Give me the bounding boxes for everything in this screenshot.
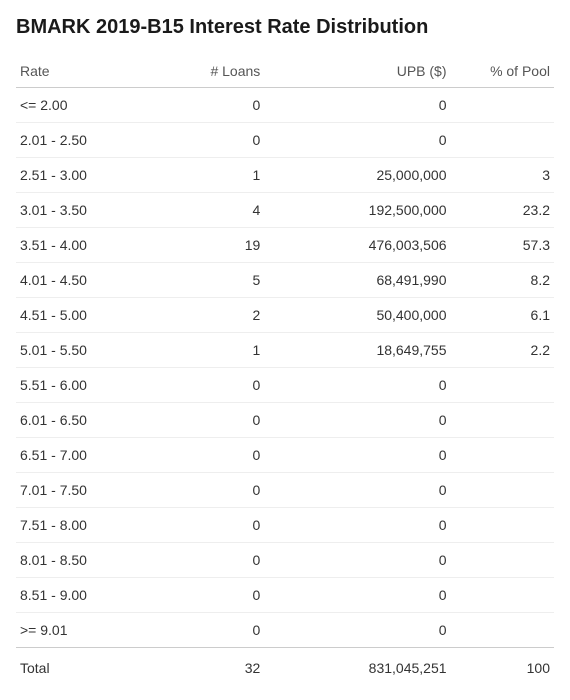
cell-upb: 0 [264, 578, 450, 613]
cell-upb: 68,491,990 [264, 263, 450, 298]
cell-upb: 0 [264, 403, 450, 438]
table-row: 7.01 - 7.5000 [16, 473, 554, 508]
table-row: 7.51 - 8.0000 [16, 508, 554, 543]
table-header-row: Rate # Loans UPB ($) % of Pool [16, 55, 554, 88]
cell-rate: 5.01 - 5.50 [16, 333, 130, 368]
cell-upb: 0 [264, 123, 450, 158]
cell-loans: 4 [130, 193, 265, 228]
cell-upb: 0 [264, 508, 450, 543]
table-row: 2.51 - 3.00125,000,0003 [16, 158, 554, 193]
cell-pct [451, 123, 554, 158]
cell-rate: 7.01 - 7.50 [16, 473, 130, 508]
page-title: BMARK 2019-B15 Interest Rate Distributio… [16, 16, 554, 39]
cell-upb: 0 [264, 473, 450, 508]
cell-pct [451, 368, 554, 403]
table-row: 6.51 - 7.0000 [16, 438, 554, 473]
cell-upb: 0 [264, 88, 450, 123]
cell-loans: 1 [130, 158, 265, 193]
cell-upb: 0 [264, 368, 450, 403]
cell-rate: 2.01 - 2.50 [16, 123, 130, 158]
cell-rate: 5.51 - 6.00 [16, 368, 130, 403]
total-upb: 831,045,251 [264, 648, 450, 685]
cell-rate: 8.51 - 9.00 [16, 578, 130, 613]
cell-rate: 2.51 - 3.00 [16, 158, 130, 193]
col-header-rate: Rate [16, 55, 130, 88]
cell-upb: 25,000,000 [264, 158, 450, 193]
cell-upb: 0 [264, 438, 450, 473]
cell-loans: 0 [130, 88, 265, 123]
cell-pct [451, 613, 554, 648]
table-row: 8.01 - 8.5000 [16, 543, 554, 578]
table-row: 3.01 - 3.504192,500,00023.2 [16, 193, 554, 228]
cell-loans: 5 [130, 263, 265, 298]
cell-pct: 2.2 [451, 333, 554, 368]
cell-pct [451, 508, 554, 543]
cell-upb: 0 [264, 543, 450, 578]
cell-loans: 0 [130, 123, 265, 158]
cell-pct: 3 [451, 158, 554, 193]
cell-rate: 6.51 - 7.00 [16, 438, 130, 473]
table-row: <= 2.0000 [16, 88, 554, 123]
cell-pct: 23.2 [451, 193, 554, 228]
rate-distribution-table: Rate # Loans UPB ($) % of Pool <= 2.0000… [16, 55, 554, 684]
cell-pct: 8.2 [451, 263, 554, 298]
cell-rate: 4.51 - 5.00 [16, 298, 130, 333]
cell-rate: 6.01 - 6.50 [16, 403, 130, 438]
cell-rate: <= 2.00 [16, 88, 130, 123]
cell-loans: 0 [130, 613, 265, 648]
table-row: 5.51 - 6.0000 [16, 368, 554, 403]
total-label: Total [16, 648, 130, 685]
cell-pct [451, 438, 554, 473]
table-row: 4.51 - 5.00250,400,0006.1 [16, 298, 554, 333]
cell-loans: 1 [130, 333, 265, 368]
cell-loans: 0 [130, 403, 265, 438]
cell-rate: 3.01 - 3.50 [16, 193, 130, 228]
total-pct: 100 [451, 648, 554, 685]
cell-pct [451, 473, 554, 508]
table-row: 3.51 - 4.0019476,003,50657.3 [16, 228, 554, 263]
cell-pct [451, 578, 554, 613]
cell-pct: 57.3 [451, 228, 554, 263]
cell-pct: 6.1 [451, 298, 554, 333]
cell-upb: 50,400,000 [264, 298, 450, 333]
cell-loans: 0 [130, 543, 265, 578]
cell-loans: 0 [130, 368, 265, 403]
cell-rate: 4.01 - 4.50 [16, 263, 130, 298]
table-row: 6.01 - 6.5000 [16, 403, 554, 438]
cell-loans: 0 [130, 508, 265, 543]
table-row: 5.01 - 5.50118,649,7552.2 [16, 333, 554, 368]
cell-pct [451, 88, 554, 123]
cell-pct [451, 403, 554, 438]
cell-rate: >= 9.01 [16, 613, 130, 648]
cell-loans: 0 [130, 438, 265, 473]
cell-upb: 0 [264, 613, 450, 648]
cell-rate: 7.51 - 8.00 [16, 508, 130, 543]
col-header-upb: UPB ($) [264, 55, 450, 88]
table-total-row: Total 32 831,045,251 100 [16, 648, 554, 685]
cell-upb: 476,003,506 [264, 228, 450, 263]
table-row: 2.01 - 2.5000 [16, 123, 554, 158]
cell-pct [451, 543, 554, 578]
col-header-pct: % of Pool [451, 55, 554, 88]
cell-loans: 19 [130, 228, 265, 263]
cell-loans: 0 [130, 473, 265, 508]
cell-loans: 2 [130, 298, 265, 333]
table-row: 4.01 - 4.50568,491,9908.2 [16, 263, 554, 298]
cell-rate: 8.01 - 8.50 [16, 543, 130, 578]
table-row: >= 9.0100 [16, 613, 554, 648]
col-header-loans: # Loans [130, 55, 265, 88]
cell-loans: 0 [130, 578, 265, 613]
total-loans: 32 [130, 648, 265, 685]
table-row: 8.51 - 9.0000 [16, 578, 554, 613]
cell-upb: 18,649,755 [264, 333, 450, 368]
cell-rate: 3.51 - 4.00 [16, 228, 130, 263]
cell-upb: 192,500,000 [264, 193, 450, 228]
